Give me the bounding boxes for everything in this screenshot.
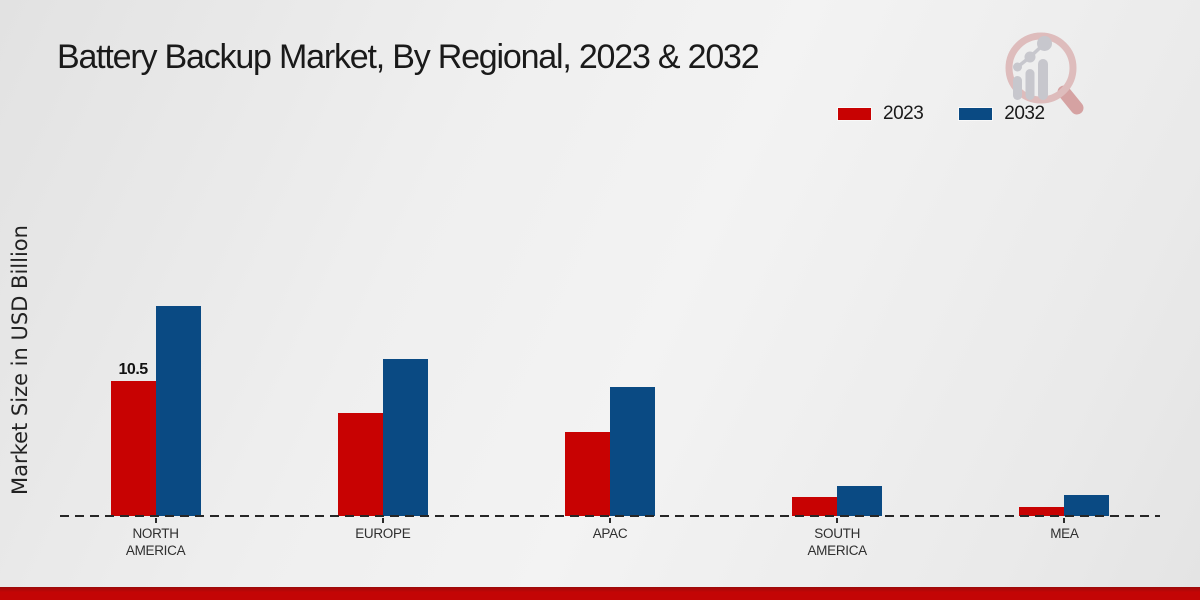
magnifier-bar-chart-watermark-icon bbox=[1005, 32, 1084, 115]
bar-2023-europe bbox=[337, 413, 383, 516]
legend-item-2032: 2032 bbox=[959, 103, 1045, 125]
bar-2032-apac bbox=[610, 387, 655, 516]
chart-title: Battery Backup Market, By Regional, 2023… bbox=[57, 38, 760, 76]
category-label-europe: EUROPE bbox=[355, 526, 411, 541]
bar-2032-mea bbox=[1064, 495, 1110, 516]
category-label-south-america: SOUTH AMERICA bbox=[807, 526, 867, 558]
x-axis-tick-europe bbox=[381, 517, 384, 523]
x-axis-tick-apac bbox=[609, 517, 611, 523]
footer-bar bbox=[0, 587, 1200, 600]
category-label-north-america: NORTH AMERICA bbox=[125, 526, 186, 558]
legend-swatch-2032 bbox=[959, 108, 993, 120]
legend: 2023 2032 bbox=[838, 103, 1045, 125]
bar-2023-mea bbox=[1019, 507, 1065, 516]
category-label-mea: MEA bbox=[1050, 526, 1079, 541]
value-label-2023-north-america: 10.5 bbox=[118, 361, 149, 379]
bar-2023-apac bbox=[565, 432, 610, 516]
category-label-apac: APAC bbox=[592, 526, 628, 541]
legend-label-2032: 2032 bbox=[1004, 103, 1045, 124]
legend-swatch-2023 bbox=[838, 108, 871, 120]
legend-item-2023: 2023 bbox=[838, 103, 924, 125]
legend-label-2023: 2023 bbox=[883, 103, 924, 124]
bar-2023-north-america bbox=[110, 381, 156, 516]
bar-2023-south-america bbox=[792, 496, 838, 516]
bar-2032-north-america bbox=[155, 306, 201, 516]
bar-2032-south-america bbox=[837, 486, 883, 516]
x-axis-tick-north-america bbox=[154, 517, 157, 523]
bar-2032-europe bbox=[382, 359, 428, 516]
zero-baseline bbox=[60, 514, 1160, 517]
x-axis-tick-mea bbox=[1063, 517, 1066, 523]
x-axis-tick-south-america bbox=[836, 517, 839, 523]
